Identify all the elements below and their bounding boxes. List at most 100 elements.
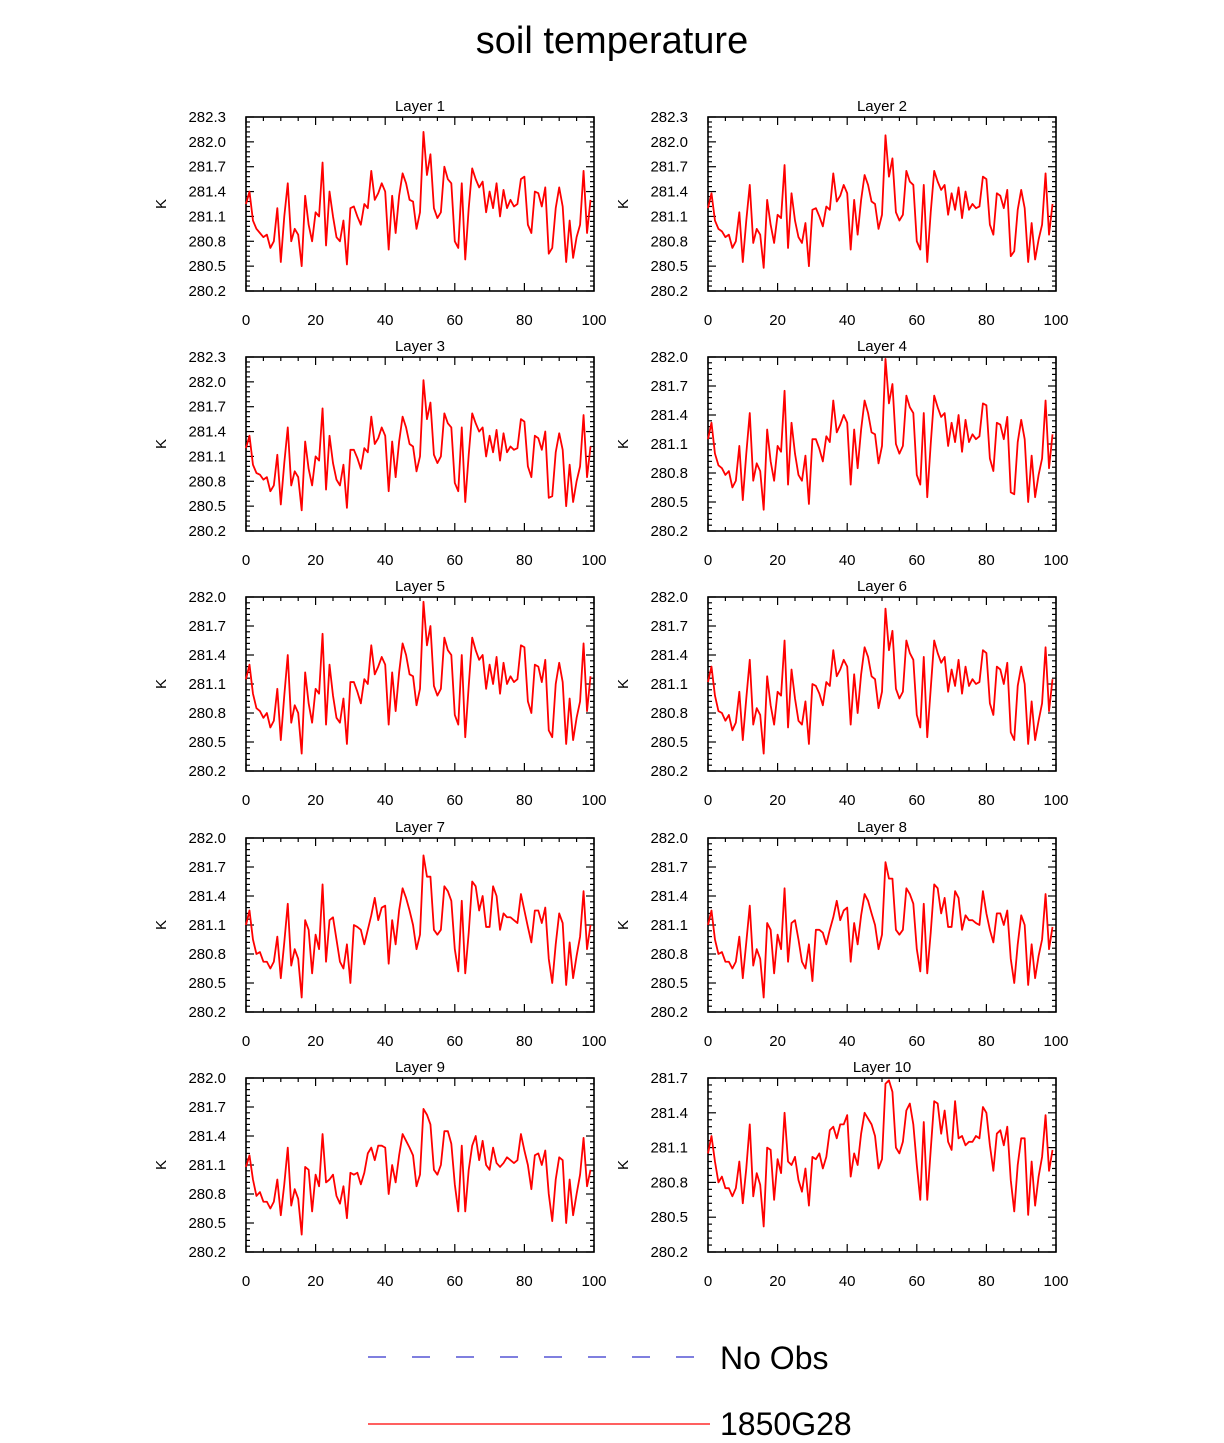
chart-panel-3: Layer 3 K 0 20 40 60 80 100 280.2 280.5 280.8 281.1…	[153, 338, 607, 569]
y-tick-label: 281.1	[188, 676, 226, 693]
x-tick-label: 60	[908, 1033, 925, 1050]
x-tick-label: 40	[377, 552, 394, 569]
y-tick-label: 282.3	[188, 109, 226, 126]
y-tick-label: 280.8	[650, 465, 688, 482]
x-tick-label: 40	[377, 1273, 394, 1290]
x-tick-label: 40	[377, 792, 394, 809]
x-tick-label: 80	[978, 312, 995, 329]
x-tick-label: 40	[839, 792, 856, 809]
x-tick-label: 80	[978, 552, 995, 569]
y-tick-label: 281.7	[188, 1099, 226, 1116]
series-line-1850g28	[707, 861, 1054, 999]
y-tick-label: 282.0	[650, 349, 688, 366]
y-tick-label: 282.0	[650, 589, 688, 606]
x-tick-label: 20	[307, 792, 324, 809]
x-tick-label: 80	[516, 1033, 533, 1050]
x-tick-label: 80	[516, 312, 533, 329]
x-tick-label: 100	[1043, 312, 1068, 329]
y-tick-label: 280.2	[188, 1244, 226, 1261]
panel-title: Layer 10	[853, 1059, 911, 1076]
x-tick-label: 100	[581, 1273, 606, 1290]
chart-panel-2: Layer 2 K 0 20 40 60 80 100 280.2 280.5 280.8 281.1…	[615, 98, 1069, 329]
chart-panel-6: Layer 6 K 0 20 40 60 80 100 280.2 280.5 280.8 281.1…	[615, 578, 1069, 809]
panel-title: Layer 1	[395, 98, 445, 115]
x-tick-label: 80	[516, 792, 533, 809]
y-tick-label: 280.5	[650, 734, 688, 751]
y-tick-label: 281.7	[188, 399, 226, 416]
y-axis-label: K	[615, 679, 632, 689]
y-tick-label: 280.5	[650, 1209, 688, 1226]
x-tick-label: 60	[446, 1033, 463, 1050]
y-tick-label: 281.1	[188, 448, 226, 465]
x-tick-label: 20	[769, 1273, 786, 1290]
chart-panel-8: Layer 8 K 0 20 40 60 80 100 280.2 280.5 280.8 281.1…	[615, 819, 1069, 1050]
y-tick-label: 280.8	[188, 1186, 226, 1203]
x-tick-label: 0	[242, 552, 250, 569]
series-line-1850g28	[245, 131, 592, 268]
x-tick-label: 60	[446, 312, 463, 329]
x-tick-label: 20	[307, 1033, 324, 1050]
y-tick-label: 281.4	[650, 407, 688, 424]
x-tick-label: 20	[307, 552, 324, 569]
chart-panel-9: Layer 9 K 0 20 40 60 80 100 280.2 280.5 280.8 281.1…	[153, 1059, 607, 1290]
y-tick-label: 280.2	[188, 763, 226, 780]
y-tick-label: 280.2	[650, 1244, 688, 1261]
series-line-1850g28	[707, 607, 1054, 755]
chart-panel-7: Layer 7 K 0 20 40 60 80 100 280.2 280.5 280.8 281.1…	[153, 819, 607, 1050]
panel-title: Layer 8	[857, 819, 907, 836]
y-tick-label: 282.3	[188, 349, 226, 366]
x-tick-label: 60	[908, 792, 925, 809]
y-axis-label: K	[615, 439, 632, 449]
chart-panel-10: Layer 10 K 0 20 40 60 80 100 280.2 280.5 280.8 281.…	[615, 1059, 1069, 1290]
y-tick-label: 281.7	[650, 159, 688, 176]
y-tick-label: 280.5	[650, 975, 688, 992]
x-tick-label: 100	[581, 552, 606, 569]
y-tick-label: 282.0	[650, 134, 688, 151]
x-tick-label: 20	[307, 312, 324, 329]
y-tick-label: 280.5	[188, 734, 226, 751]
x-tick-label: 40	[839, 1273, 856, 1290]
y-axis-label: K	[153, 439, 170, 449]
x-tick-label: 40	[839, 312, 856, 329]
y-tick-label: 280.5	[188, 258, 226, 275]
series-line-1850g28	[707, 1079, 1054, 1228]
x-tick-label: 0	[704, 552, 712, 569]
y-tick-label: 281.1	[650, 917, 688, 934]
panel-title: Layer 6	[857, 578, 907, 595]
y-tick-label: 282.0	[188, 134, 226, 151]
x-tick-label: 20	[769, 552, 786, 569]
y-tick-label: 281.1	[188, 917, 226, 934]
x-tick-label: 80	[978, 1273, 995, 1290]
y-axis-label: K	[153, 1160, 170, 1170]
chart-panel-4: Layer 4 K 0 20 40 60 80 100 280.2 280.5 280.8 281.1…	[615, 338, 1069, 569]
x-tick-label: 0	[704, 1033, 712, 1050]
y-tick-label: 280.2	[188, 523, 226, 540]
y-tick-label: 280.5	[188, 1215, 226, 1232]
x-tick-label: 0	[704, 792, 712, 809]
y-tick-label: 282.0	[188, 1070, 226, 1087]
y-tick-label: 281.4	[188, 647, 226, 664]
y-tick-label: 282.3	[650, 109, 688, 126]
x-tick-label: 100	[581, 312, 606, 329]
y-tick-label: 280.5	[650, 258, 688, 275]
y-tick-label: 281.4	[188, 1128, 226, 1145]
series-line-1850g28	[245, 600, 592, 755]
x-tick-label: 0	[704, 1273, 712, 1290]
y-tick-label: 281.7	[650, 618, 688, 635]
y-tick-label: 280.2	[188, 283, 226, 300]
panel-title: Layer 4	[857, 338, 907, 355]
y-axis-label: K	[615, 920, 632, 930]
y-tick-label: 282.0	[188, 589, 226, 606]
y-tick-label: 280.5	[188, 975, 226, 992]
y-axis-label: K	[615, 1160, 632, 1170]
y-tick-label: 280.8	[188, 233, 226, 250]
series-line-1850g28	[245, 854, 592, 999]
panel-title: Layer 5	[395, 578, 445, 595]
x-tick-label: 60	[446, 792, 463, 809]
x-tick-label: 20	[307, 1273, 324, 1290]
y-tick-label: 281.7	[650, 378, 688, 395]
x-tick-label: 60	[908, 552, 925, 569]
y-tick-label: 281.1	[650, 436, 688, 453]
y-tick-label: 281.4	[188, 888, 226, 905]
y-tick-label: 280.2	[650, 523, 688, 540]
